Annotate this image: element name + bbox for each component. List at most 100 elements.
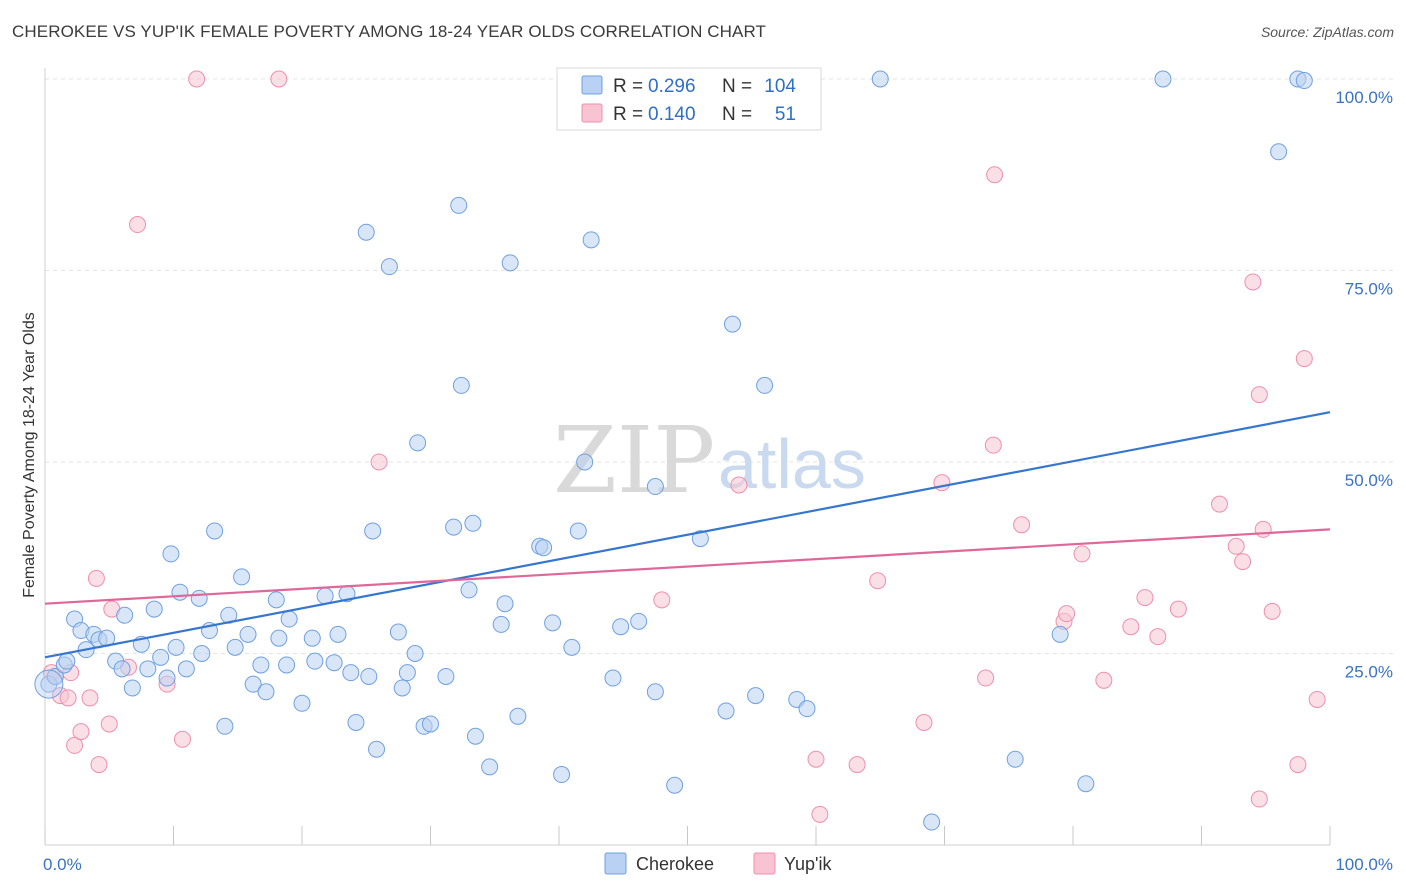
- cherokee-point: [325, 654, 343, 672]
- y-tick-label: 100.0%: [1335, 88, 1393, 107]
- bottom-legend-cherokee: Cherokee: [636, 854, 714, 874]
- yupik-point: [1254, 520, 1272, 538]
- yupik-point: [1250, 790, 1268, 808]
- cherokee-point: [576, 453, 594, 471]
- cherokee-point: [360, 667, 378, 685]
- cherokee-point: [544, 614, 562, 632]
- yupik-point: [1234, 553, 1252, 571]
- cherokee-point: [501, 254, 519, 272]
- cherokee-point: [535, 539, 553, 557]
- y-tick-labels: 25.0% 50.0% 75.0% 100.0%: [1335, 88, 1393, 682]
- cherokee-point: [923, 813, 941, 831]
- watermark: ZIP atlas: [553, 407, 866, 514]
- yupik-point: [188, 70, 206, 88]
- bottom-legend-swatch-cherokee: [604, 852, 627, 875]
- cherokee-point: [357, 223, 375, 241]
- cherokee-point: [612, 618, 630, 636]
- cherokee-point: [270, 629, 288, 647]
- cherokee-point: [1051, 625, 1069, 643]
- cherokee-point: [1077, 775, 1095, 793]
- cherokee-point: [466, 727, 484, 745]
- yupik-point: [811, 805, 829, 823]
- cherokee-point: [450, 196, 468, 214]
- cherokee-point: [717, 702, 735, 720]
- yupik-point: [87, 569, 105, 587]
- cherokee-point: [1295, 72, 1313, 90]
- bottom-legend-yupik: Yup'ik: [784, 854, 832, 874]
- cherokee-point: [158, 669, 176, 687]
- cherokee-point: [569, 522, 587, 540]
- yupik-point: [370, 453, 388, 471]
- y-axis-title: Female Poverty Among 18-24 Year Olds: [21, 312, 38, 598]
- trend-line-yupik: [44, 528, 1331, 605]
- cherokee-point: [206, 522, 224, 540]
- y-tick-label: 75.0%: [1345, 280, 1393, 299]
- yupik-point: [129, 216, 147, 234]
- legend-n-yupik: 51: [775, 104, 796, 125]
- legend-n-label: N =: [722, 104, 752, 125]
- y-tick-label: 50.0%: [1345, 471, 1393, 490]
- yupik-point: [807, 750, 825, 768]
- cherokee-point: [171, 583, 189, 601]
- cherokee-point: [123, 679, 141, 697]
- yupik-point: [59, 689, 77, 707]
- yupik-point: [1295, 350, 1313, 368]
- chart-source: Source: ZipAtlas.com: [1260, 24, 1394, 40]
- trend-line-cherokee: [44, 411, 1331, 659]
- cherokee-point: [389, 623, 407, 641]
- x-tick-label: 100.0%: [1335, 855, 1393, 874]
- cherokee-point: [216, 717, 234, 735]
- cherokee-point: [303, 629, 321, 647]
- x-tick-labels: 0.0% 100.0%: [43, 855, 1393, 874]
- yupik-point: [986, 166, 1004, 184]
- yupik-point: [90, 756, 108, 774]
- cherokee-point: [798, 700, 816, 718]
- cherokee-point: [646, 683, 664, 701]
- yupik-point: [984, 436, 1002, 454]
- yupik-point: [173, 730, 191, 748]
- yupik-point: [66, 736, 84, 754]
- yupik-point: [81, 689, 99, 707]
- yupik-point: [869, 572, 887, 590]
- cherokee-point: [553, 766, 571, 784]
- y-tick-label: 25.0%: [1345, 663, 1393, 682]
- cherokee-point: [58, 652, 76, 670]
- cherokee-point: [342, 664, 360, 682]
- yupik-point: [1227, 537, 1245, 555]
- yupik-point: [1263, 602, 1281, 620]
- yupik-point: [1169, 600, 1187, 618]
- cherokee-point: [630, 612, 648, 630]
- cherokee-point: [46, 667, 64, 685]
- cherokee-point: [177, 660, 195, 678]
- trend-lines: [44, 411, 1331, 659]
- cherokee-point: [193, 645, 211, 662]
- cherokee-point: [280, 610, 298, 628]
- legend-r-cherokee: 0.296: [648, 76, 696, 97]
- yupik-point: [977, 669, 995, 687]
- cherokee-point: [723, 315, 741, 333]
- cherokee-point: [563, 638, 581, 656]
- yupik-point: [1244, 273, 1262, 291]
- cherokee-point: [167, 638, 185, 656]
- grid-lines: [45, 78, 1393, 654]
- yupik-point: [1210, 495, 1228, 513]
- cherokee-point: [244, 675, 262, 693]
- cherokee-point: [398, 664, 416, 682]
- cherokee-point: [278, 656, 296, 674]
- legend-n-cherokee: 104: [764, 76, 796, 97]
- cherokee-point: [347, 713, 365, 731]
- cherokee-point: [871, 70, 889, 88]
- chart-title: CHEROKEE VS YUP'IK FEMALE POVERTY AMONG …: [12, 22, 767, 41]
- cherokee-point: [1006, 750, 1024, 768]
- cherokee-point: [152, 648, 170, 666]
- stats-legend: R = 0.296 N = 104 R = 0.140 N = 51: [556, 67, 822, 131]
- yupik-point: [1058, 605, 1076, 623]
- yupik-point: [1136, 589, 1154, 607]
- cherokee-point: [1154, 70, 1172, 88]
- legend-swatch-cherokee: [581, 75, 603, 95]
- cherokee-point: [267, 591, 285, 609]
- yupik-point: [100, 715, 118, 733]
- yupik-point: [730, 476, 748, 494]
- cherokee-point: [406, 645, 424, 662]
- cherokee-point: [239, 625, 257, 643]
